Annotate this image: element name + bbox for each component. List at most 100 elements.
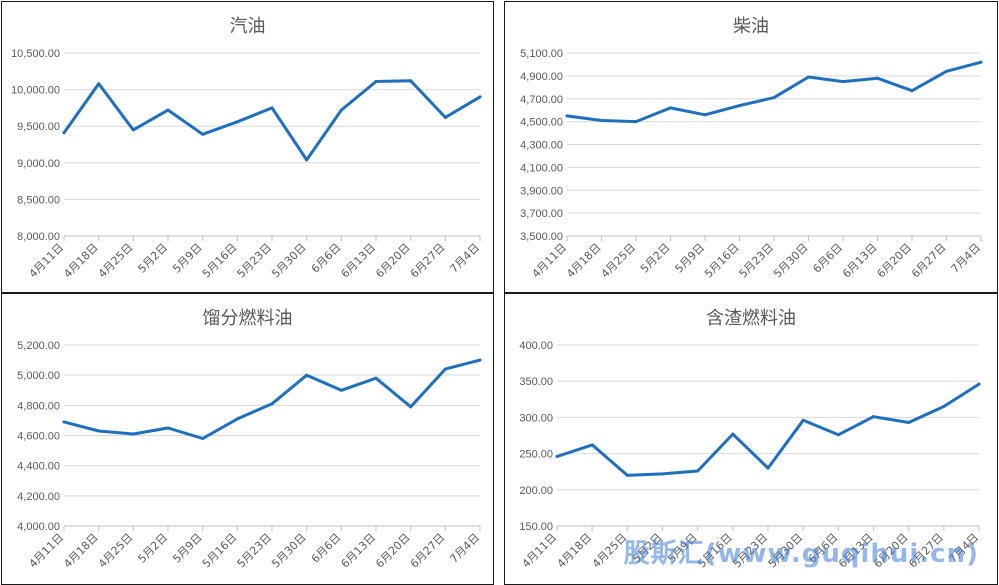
x-tick-label: 5月2日 — [135, 531, 170, 566]
x-tick-label: 5月23日 — [235, 531, 275, 571]
data-point — [876, 76, 879, 80]
y-tick-label: 9,500.00 — [17, 121, 60, 133]
y-tick-label: 9,000.00 — [17, 158, 60, 170]
y-tick-label: 4,100.00 — [520, 162, 563, 174]
chart-panel-gasoline: 汽油 10,500.00 10,000.00 9,500.00 9,000.00 8,5… — [1, 1, 494, 293]
data-point — [555, 454, 559, 458]
x-tick-label: 5月2日 — [638, 241, 673, 276]
chart-title: 含渣燃料油 — [706, 308, 796, 329]
x-tick-label: 6月20日 — [373, 241, 413, 281]
data-point — [374, 80, 378, 84]
x-tick-label: 4月18日 — [61, 241, 101, 281]
data-point — [201, 437, 205, 441]
y-tick-label: 5,200.00 — [17, 340, 60, 352]
x-tick-label: 5月16日 — [200, 241, 240, 281]
data-point — [62, 420, 66, 424]
data-point — [910, 89, 914, 93]
data-point — [590, 443, 594, 447]
data-point — [166, 108, 170, 112]
y-tick-label: 250.00 — [519, 449, 553, 461]
data-point — [766, 466, 770, 470]
data-point — [270, 106, 274, 110]
series-line — [565, 60, 983, 124]
data-point — [235, 120, 239, 124]
data-point — [696, 469, 700, 473]
data-point — [565, 114, 569, 118]
line-chart: 10,500.00 10,000.00 9,500.00 9,000.00 8,500.… — [11, 48, 482, 281]
y-tick-label: 4,500.00 — [520, 117, 563, 129]
x-tick-label: 4月11日 — [530, 241, 570, 281]
line-chart: 5,200.00 5,000.00 4,800.00 4,600.00 4,400.00… — [17, 340, 482, 571]
y-tick-label: 10,500.00 — [11, 48, 60, 60]
x-tick-label: 7月4日 — [948, 241, 983, 276]
data-point — [97, 82, 101, 86]
x-tick-label: 5月23日 — [737, 241, 777, 281]
y-tick-label: 10,000.00 — [11, 85, 60, 97]
data-point — [731, 432, 735, 436]
x-tick-label: 5月16日 — [702, 241, 742, 281]
x-tick-label: 6月13日 — [840, 241, 880, 281]
y-tick-label: 8,500.00 — [17, 194, 60, 206]
y-tick-label: 200.00 — [519, 485, 553, 497]
data-point — [478, 95, 482, 99]
data-point — [166, 426, 170, 430]
y-tick-label: 400.00 — [519, 340, 553, 352]
x-tick-label: 7月4日 — [447, 241, 482, 276]
y-tick-label: 4,700.00 — [520, 94, 563, 106]
x-tick-label: 6月27日 — [408, 531, 448, 571]
data-point — [409, 79, 413, 83]
data-point — [625, 473, 629, 477]
x-tick-label: 6月27日 — [408, 241, 448, 281]
x-tick-label: 6月13日 — [339, 241, 379, 281]
y-tick-label: 4,800.00 — [17, 400, 60, 412]
data-point — [977, 382, 981, 386]
chart-title: 柴油 — [733, 16, 769, 37]
x-tick-label: 4月25日 — [96, 241, 136, 281]
data-point — [836, 433, 840, 437]
x-tick-label: 5月23日 — [235, 241, 275, 281]
x-tick-label: 4月11日 — [27, 531, 67, 571]
x-tick-label: 5月30日 — [269, 241, 309, 281]
y-tick-label: 8,000.00 — [17, 231, 60, 243]
x-tick-label: 4月11日 — [27, 241, 67, 281]
line-chart: 400.00 350.00 300.00 250.00 200.00 150.004月11… — [519, 340, 981, 571]
data-point — [409, 405, 413, 409]
x-tick-label: 4月18日 — [61, 531, 101, 571]
y-tick-label: 5,100.00 — [520, 48, 563, 60]
x-tick-label: 7月4日 — [447, 531, 482, 566]
y-tick-label: 150.00 — [519, 521, 553, 533]
data-point — [443, 115, 447, 119]
y-tick-label: 4,200.00 — [17, 491, 60, 503]
line-chart: 5,100.00 4,900.00 4,700.00 4,500.00 4,300.00… — [520, 48, 983, 281]
x-tick-label: 4月18日 — [555, 531, 595, 571]
data-point — [374, 376, 378, 380]
data-point — [305, 158, 309, 162]
x-tick-label: 5月16日 — [200, 531, 240, 571]
y-tick-label: 4,000.00 — [17, 521, 60, 533]
y-tick-label: 4,600.00 — [17, 431, 60, 443]
data-point — [807, 75, 810, 79]
data-point — [979, 60, 983, 64]
x-tick-label: 4月25日 — [96, 531, 136, 571]
y-tick-label: 300.00 — [519, 412, 553, 424]
data-point — [339, 108, 343, 112]
data-point — [600, 118, 603, 122]
x-tick-label: 4月11日 — [520, 531, 560, 571]
series-line — [62, 79, 482, 162]
data-point — [131, 128, 135, 132]
series-line — [62, 358, 482, 440]
y-tick-label: 350.00 — [519, 376, 553, 388]
data-point — [801, 418, 805, 422]
data-point — [235, 417, 239, 421]
x-tick-label: 4月25日 — [599, 241, 639, 281]
data-point — [634, 120, 638, 124]
x-tick-label: 5月30日 — [771, 241, 811, 281]
y-tick-label: 3,500.00 — [520, 231, 563, 243]
data-point — [97, 429, 101, 433]
data-point — [305, 373, 309, 377]
data-point — [201, 132, 205, 136]
data-point — [131, 432, 135, 436]
data-point — [339, 388, 343, 392]
data-point — [443, 367, 447, 371]
chart-panel-residual-fuel-oil: 含渣燃料油 400.00 350.00 300.00 250.00 200.00 150.… — [504, 293, 998, 585]
